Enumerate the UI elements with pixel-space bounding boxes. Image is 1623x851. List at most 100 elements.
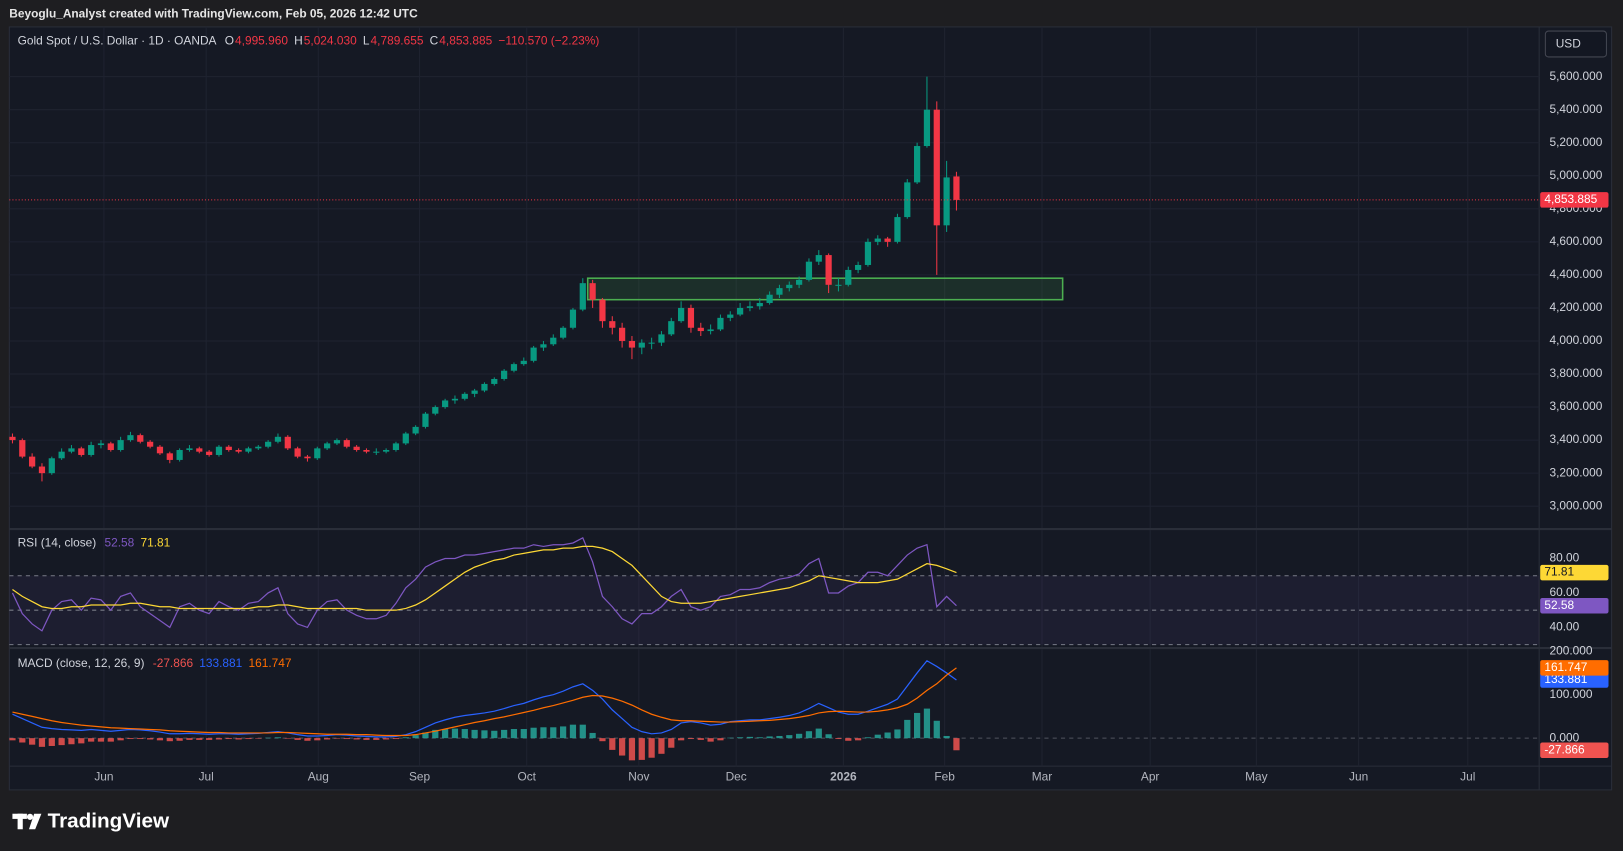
candle-body xyxy=(697,327,704,332)
legend-key: C xyxy=(430,34,439,48)
candle-body xyxy=(29,456,36,467)
y-tick-label: 100.000 xyxy=(1550,687,1593,701)
macd-histogram-bar xyxy=(510,729,518,739)
macd-histogram-bar xyxy=(186,738,193,740)
x-tick-label: Nov xyxy=(628,770,649,784)
candle-body xyxy=(333,440,341,444)
macd-histogram-bar xyxy=(373,738,380,740)
legend-value: 5,024.030 xyxy=(304,34,357,48)
candle-body xyxy=(274,436,282,442)
candle-body xyxy=(668,321,675,335)
macd-histogram-bar xyxy=(225,738,232,740)
candle-body xyxy=(884,238,891,242)
y-tick-label: 3,800.000 xyxy=(1550,366,1603,380)
legend-title: Gold Spot / U.S. Dollar · 1D · OANDA xyxy=(18,34,217,48)
macd-histogram-bar xyxy=(107,738,114,742)
candle-body xyxy=(314,448,321,459)
legend-value: 133.881 xyxy=(199,656,242,670)
macd-histogram-bar xyxy=(294,738,301,740)
macd-histogram-bar xyxy=(638,738,645,760)
candle-body xyxy=(412,426,419,434)
y-tick-label: 5,200.000 xyxy=(1550,135,1603,149)
logo-part xyxy=(26,813,34,820)
macd-histogram-bar xyxy=(815,728,822,739)
macd-histogram-bar xyxy=(58,738,65,746)
macd-histogram-bar xyxy=(746,736,754,739)
legend-key: H xyxy=(294,34,303,48)
macd-histogram-bar xyxy=(176,738,183,741)
candle-body xyxy=(324,443,331,449)
candle-body xyxy=(225,446,232,451)
candle-body xyxy=(19,440,26,457)
candle-body xyxy=(560,327,567,338)
candle-body xyxy=(353,446,360,451)
macd-histogram-bar xyxy=(255,738,262,739)
currency-label[interactable]: USD xyxy=(1556,37,1582,51)
rsi-line xyxy=(12,545,957,611)
y-tick-label: 4,400.000 xyxy=(1550,267,1603,281)
macd-histogram-bar xyxy=(166,738,173,742)
legend-value: 4,789.655 xyxy=(371,34,424,48)
macd-histogram-bar xyxy=(599,738,606,742)
logo-part xyxy=(17,813,23,830)
macd-histogram-bar xyxy=(451,728,459,739)
x-tick-label: Jun xyxy=(1349,770,1368,784)
macd-histogram-bar xyxy=(97,738,105,742)
macd-histogram-bar xyxy=(914,712,921,739)
x-tick-label: Sep xyxy=(409,770,431,784)
y-tick-label: 5,000.000 xyxy=(1550,168,1603,182)
candle-body xyxy=(265,441,272,447)
macd-histogram-bar xyxy=(943,735,950,739)
macd-histogram-bar xyxy=(835,738,842,740)
y-tick-label: 40.00 xyxy=(1550,620,1580,634)
candle-body xyxy=(107,443,114,451)
macd-histogram-bar xyxy=(550,727,557,739)
x-tick-label: Mar xyxy=(1032,770,1053,784)
candle-body xyxy=(845,269,852,285)
macd-histogram-bar xyxy=(196,738,203,740)
macd-histogram-bar xyxy=(235,738,242,740)
price-tag-box xyxy=(1540,192,1609,208)
macd-histogram-bar xyxy=(333,738,341,739)
candle-body xyxy=(451,398,459,401)
candle-body xyxy=(383,450,390,452)
macd-histogram-bar xyxy=(520,729,527,739)
candle-body xyxy=(894,217,901,242)
legend-value: 161.747 xyxy=(248,656,291,670)
macd-histogram-bar xyxy=(9,738,16,741)
chart-layer: Jun Jul Aug Sep Oct Nov Dec 2026 Feb Mar Apr May Jun… xyxy=(9,26,1609,784)
candle-body xyxy=(510,364,518,371)
tradingview-logo xyxy=(12,813,42,830)
macd-histogram-bar xyxy=(501,729,508,739)
macd-histogram-bar xyxy=(766,736,773,739)
y-tick-label: 200.000 xyxy=(1550,643,1593,657)
candle-body xyxy=(599,299,606,322)
macd-histogram-bar xyxy=(324,738,331,740)
candle-body xyxy=(855,264,862,270)
candle-body xyxy=(756,302,763,307)
macd-histogram-bar xyxy=(491,730,498,739)
macd-histogram-bar xyxy=(845,738,852,741)
candle-body xyxy=(245,448,252,452)
candle-body xyxy=(373,451,380,453)
currency-button[interactable] xyxy=(1544,30,1607,58)
candle-body xyxy=(835,284,842,286)
macd-histogram-bar xyxy=(717,738,724,741)
x-tick-label: Jun xyxy=(94,770,113,784)
candle-body xyxy=(520,360,527,365)
y-tick-label: 60.00 xyxy=(1550,585,1580,599)
y-tick-label: 5,400.000 xyxy=(1550,102,1603,116)
x-tick-label: 2026 xyxy=(830,770,857,784)
candle-body xyxy=(589,283,596,300)
macd-histogram-bar xyxy=(127,738,134,740)
value-tag: 52.58 xyxy=(1544,598,1574,612)
macd-histogram-bar xyxy=(697,738,704,740)
value-tag-box xyxy=(1540,597,1609,614)
macd-histogram-bar xyxy=(904,719,911,739)
macd-histogram-bar xyxy=(471,729,478,739)
macd-histogram-bar xyxy=(353,738,360,740)
header: Beyoglu_Analyst created with TradingView… xyxy=(9,7,418,21)
macd-histogram-bar xyxy=(628,738,636,761)
macd-histogram-bar xyxy=(796,733,803,739)
